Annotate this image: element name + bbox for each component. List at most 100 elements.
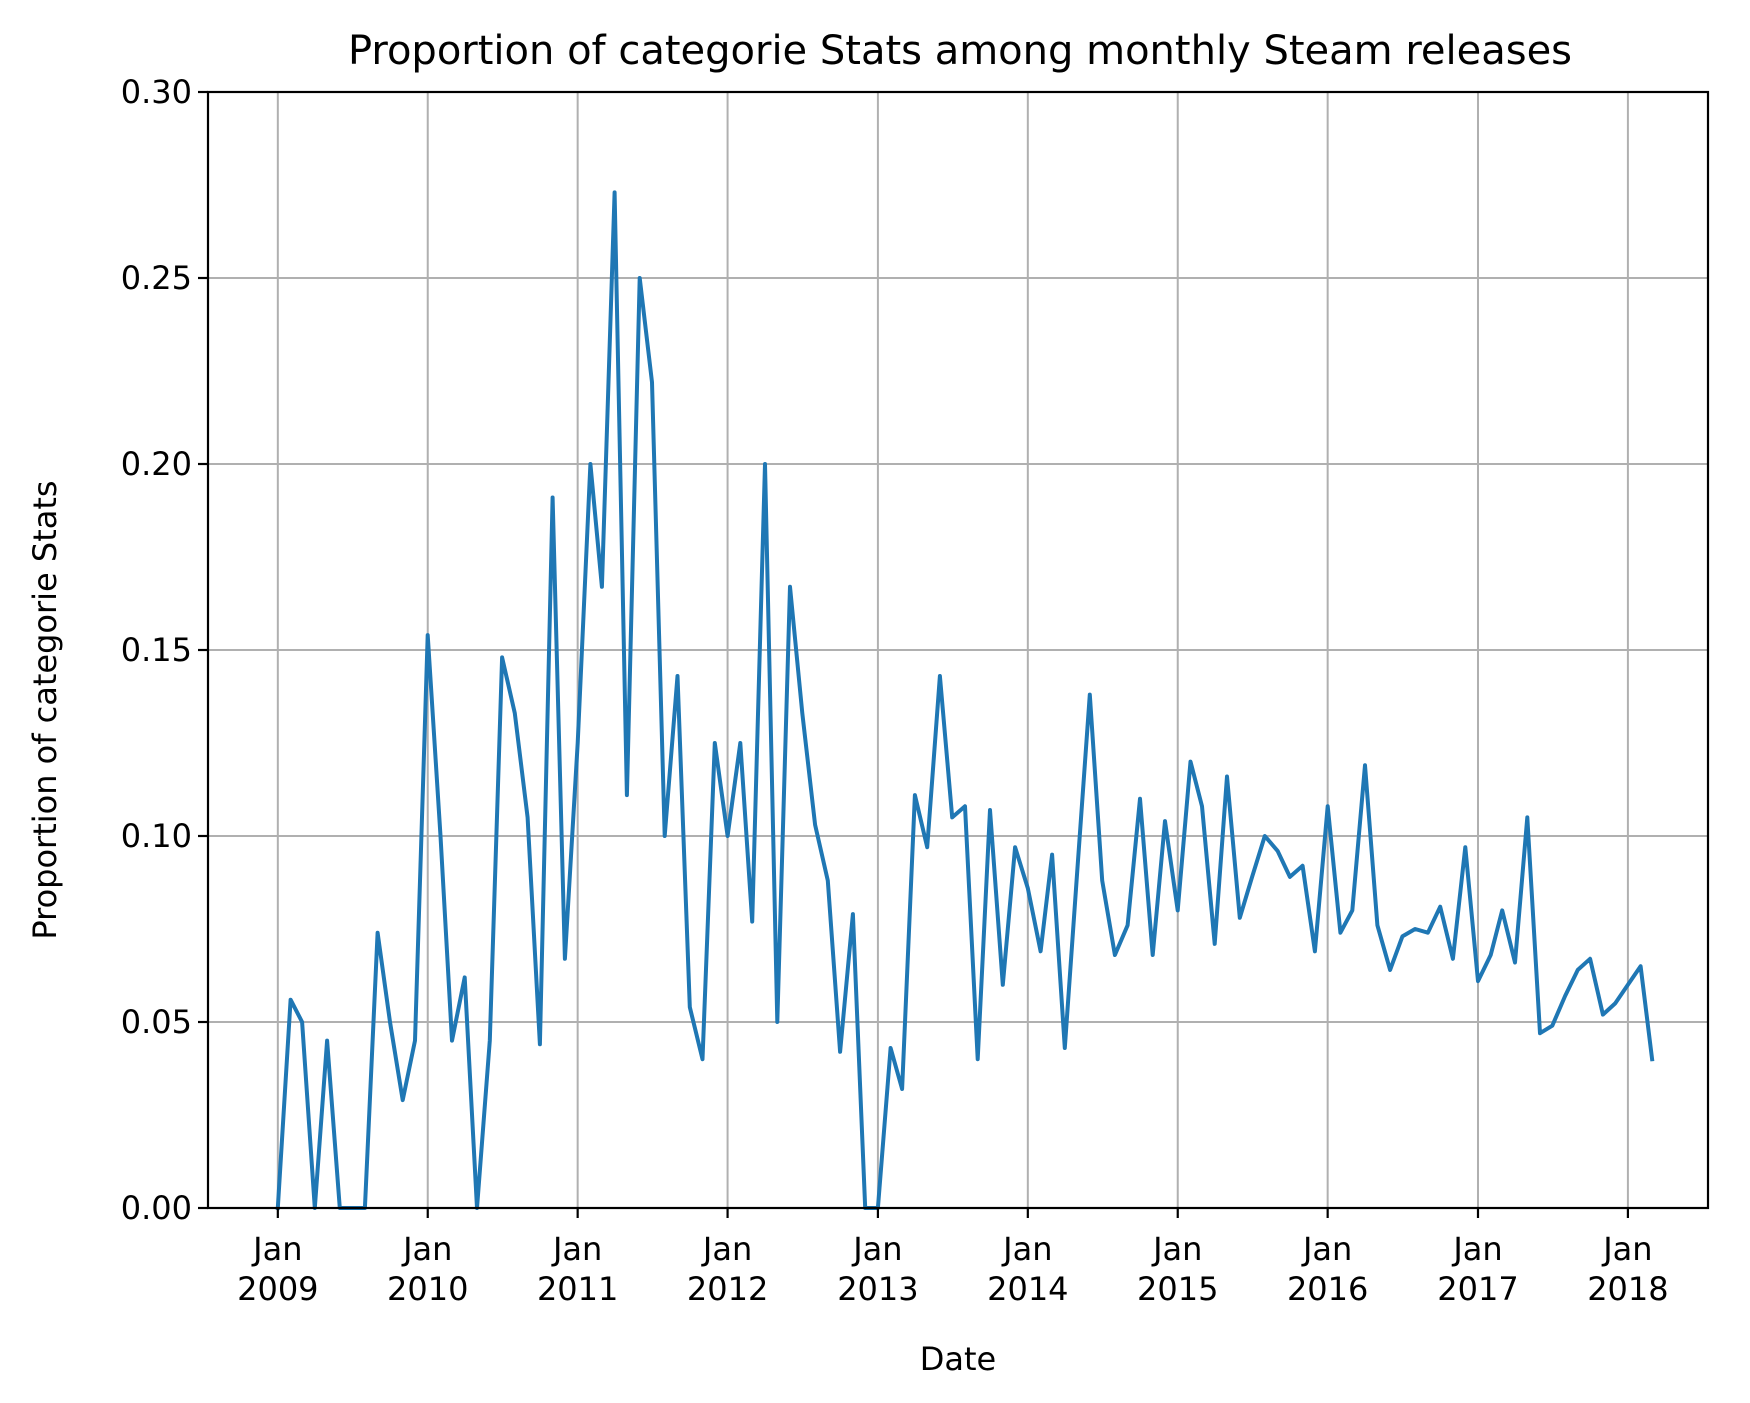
data-point <box>1288 875 1292 879</box>
x-axis-label: Date <box>920 1340 996 1378</box>
data-point <box>925 845 929 849</box>
data-point <box>701 1057 705 1061</box>
series-layer <box>275 190 1655 1211</box>
y-tick-label: 0.15 <box>121 631 192 669</box>
data-point <box>625 793 629 797</box>
data-point <box>889 1046 893 1050</box>
data-point <box>813 823 817 827</box>
data-point <box>300 1020 304 1024</box>
data-point <box>588 462 592 466</box>
data-point <box>1400 934 1404 938</box>
data-point <box>1113 953 1117 957</box>
data-point <box>600 585 604 589</box>
data-point <box>1476 979 1480 983</box>
data-point <box>1375 923 1379 927</box>
data-point <box>1576 968 1580 972</box>
data-point <box>750 920 754 924</box>
data-point <box>763 462 767 466</box>
x-tick-label-month: Jan <box>1151 1230 1202 1268</box>
x-tick-label-year: 2010 <box>387 1270 468 1308</box>
data-point <box>1338 931 1342 935</box>
data-point <box>638 276 642 280</box>
data-point <box>1500 908 1504 912</box>
data-point <box>1100 879 1104 883</box>
data-point <box>1451 957 1455 961</box>
x-tick-label-year: 2013 <box>837 1270 918 1308</box>
data-point <box>1313 949 1317 953</box>
data-point <box>1388 968 1392 972</box>
data-point <box>1250 875 1254 879</box>
data-point <box>401 1098 405 1102</box>
x-tick-label-year: 2018 <box>1587 1270 1668 1308</box>
data-point <box>1538 1031 1542 1035</box>
data-point <box>913 793 917 797</box>
y-tick-label: 0.30 <box>121 73 192 111</box>
x-tick-label-month: Jan <box>551 1230 602 1268</box>
x-tick-label-month: Jan <box>251 1230 302 1268</box>
data-point <box>1138 797 1142 801</box>
data-point <box>289 998 293 1002</box>
data-point <box>1213 942 1217 946</box>
data-point <box>1050 853 1054 857</box>
data-point <box>1176 908 1180 912</box>
data-point <box>938 674 942 678</box>
x-tick-label-year: 2016 <box>1287 1270 1368 1308</box>
data-point <box>500 655 504 659</box>
series-line <box>275 190 1655 1211</box>
data-point <box>463 975 467 979</box>
x-tick-label-year: 2014 <box>987 1270 1068 1308</box>
x-tick-label-month: Jan <box>1301 1230 1352 1268</box>
data-point <box>1438 905 1442 909</box>
data-point <box>851 912 855 916</box>
chart-title: Proportion of categorie Stats among mont… <box>348 28 1572 74</box>
data-point <box>775 1020 779 1024</box>
x-tick-label-year: 2009 <box>237 1270 318 1308</box>
data-point <box>726 834 730 838</box>
data-point <box>1650 1057 1654 1061</box>
data-point <box>538 1042 542 1046</box>
data-point <box>376 931 380 935</box>
data-point <box>650 380 654 384</box>
y-axis: 0.00 0.05 0.10 0.15 0.20 0.25 0.30 <box>121 73 208 1227</box>
data-point <box>800 711 804 715</box>
data-point <box>563 957 567 961</box>
data-point <box>713 741 717 745</box>
x-tick-label-month: Jan <box>1601 1230 1652 1268</box>
data-point <box>488 1039 492 1043</box>
data-point <box>1413 927 1417 931</box>
data-point <box>1225 775 1229 779</box>
data-point <box>1626 983 1630 987</box>
x-tick-label-month: Jan <box>701 1230 752 1268</box>
data-point <box>1026 886 1030 890</box>
grid <box>208 91 1708 1209</box>
data-point <box>576 741 580 745</box>
data-point <box>688 1005 692 1009</box>
data-point <box>426 633 430 637</box>
y-tick-label: 0.10 <box>121 817 192 855</box>
data-point <box>826 879 830 883</box>
data-point <box>1639 964 1643 968</box>
data-point <box>1588 957 1592 961</box>
data-point <box>963 804 967 808</box>
data-point <box>325 1039 329 1043</box>
data-point <box>1463 845 1467 849</box>
data-point <box>526 815 530 819</box>
data-point <box>1613 1001 1617 1005</box>
data-point <box>1489 953 1493 957</box>
data-point <box>1326 804 1330 808</box>
data-point <box>450 1039 454 1043</box>
y-tick-label: 0.05 <box>121 1003 192 1041</box>
data-point <box>1075 871 1079 875</box>
data-point <box>976 1057 980 1061</box>
data-point <box>838 1050 842 1054</box>
data-point <box>676 674 680 678</box>
data-point <box>1301 864 1305 868</box>
y-axis-label: Proportion of categorie Stats <box>26 480 64 939</box>
data-point <box>613 190 617 194</box>
data-point <box>1126 923 1130 927</box>
y-tick-label: 0.00 <box>121 1189 192 1227</box>
data-point <box>1163 819 1167 823</box>
